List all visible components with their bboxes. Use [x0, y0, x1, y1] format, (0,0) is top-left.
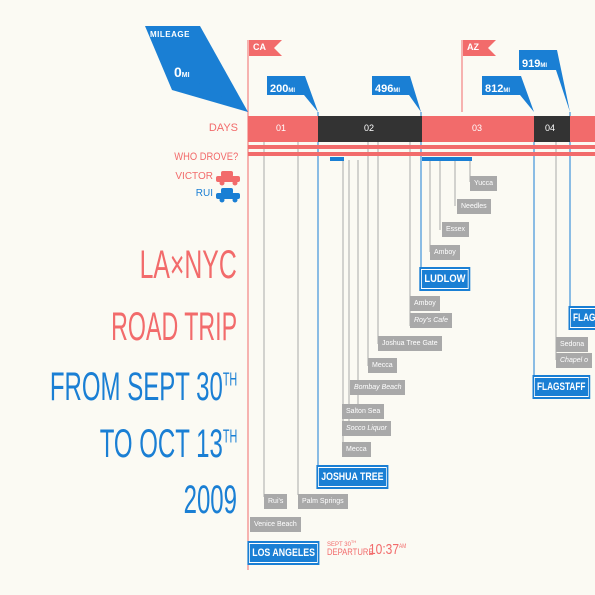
- who-drove-label: WHO DROVE?: [174, 151, 238, 163]
- victor-strip: [248, 145, 595, 149]
- victor-drive: [422, 152, 472, 156]
- departure-date-sup: TH: [350, 539, 357, 544]
- stop-tag: Salton Sea: [342, 404, 385, 419]
- stop-tag: Mecca: [342, 442, 371, 457]
- rui-drive: [422, 157, 472, 161]
- stop-tag: Amboy: [410, 296, 440, 311]
- city-flagstaff-cut: FLAGS: [568, 306, 595, 330]
- stop-tag: Bombay Beach: [350, 380, 406, 395]
- car-icon-victor: [216, 171, 240, 186]
- title-line-3: FROM SEPT 30TH: [50, 365, 237, 410]
- city-joshua-tree: JOSHUA TREE: [316, 465, 389, 489]
- victor-drive: [248, 152, 328, 156]
- mileage-value-banner: [160, 60, 248, 112]
- day-bar-01: [248, 116, 318, 142]
- title-line-3-sup: TH: [222, 369, 237, 390]
- mileage-flag-812: [482, 76, 534, 112]
- victor-drive: [328, 152, 422, 156]
- mileage-flag-496: [372, 76, 421, 112]
- stop-tag: Rui's: [264, 494, 288, 509]
- mileage-start: 0MI: [174, 64, 190, 82]
- mileage-start-value: 0: [174, 64, 182, 80]
- departure-ampm: AM: [399, 544, 407, 550]
- departure-date-text: SEPT 30: [327, 542, 351, 548]
- departure-date: SEPT 30TH: [327, 539, 356, 548]
- departure-time: 10:37AM: [369, 541, 406, 558]
- stop-tag: Essex: [442, 222, 470, 237]
- title-line-4-text: TO OCT 13: [99, 422, 223, 466]
- departure-time-text: 10:37: [369, 541, 400, 558]
- victor-label: VICTOR: [175, 171, 213, 182]
- stop-tag: Joshua Tree Gate: [378, 336, 442, 351]
- mileage-flag-label: 919MI: [522, 54, 547, 72]
- day-label: 02: [364, 123, 375, 133]
- city-ludlow: LUDLOW: [419, 267, 471, 291]
- title-line-5: 2009: [183, 478, 237, 522]
- day-label: 03: [472, 123, 483, 133]
- mileage-unit: MI: [540, 63, 548, 69]
- mileage-flag-label: 812MI: [485, 79, 510, 97]
- state-flag-label: CA: [253, 42, 266, 52]
- mileage-value: 200: [270, 83, 289, 95]
- stop-tag: Palm Springs: [298, 494, 348, 509]
- stop-tag: Venice Beach: [250, 517, 301, 532]
- title-line-4-sup: TH: [222, 426, 237, 447]
- mileage-flag-200: [267, 76, 318, 112]
- day-bar-03: [422, 116, 534, 142]
- mileage-value: 496: [375, 83, 394, 95]
- mileage-value: 812: [485, 83, 504, 95]
- title-line-4: TO OCT 13TH: [99, 422, 237, 467]
- mileage-flag-label: 496MI: [375, 79, 400, 97]
- state-flag-label: AZ: [467, 42, 479, 52]
- title-line-1: LA×NYC: [139, 243, 237, 287]
- victor-drive: [472, 152, 595, 156]
- departure-label: DEPARTURE: [327, 547, 374, 557]
- day-bar-02: [318, 116, 422, 142]
- state-flag-ca: [249, 40, 282, 56]
- state-flag-az: [463, 40, 496, 56]
- mileage-unit: MI: [288, 88, 296, 94]
- stop-tag: Amboy: [430, 245, 460, 260]
- stop-tag: Socco Liquor: [342, 421, 391, 436]
- stop-tag: Needles: [457, 199, 491, 214]
- title-line-2: ROAD TRIP: [111, 305, 237, 349]
- mileage-label: MILEAGE: [150, 30, 190, 39]
- mileage-value: 919: [522, 58, 541, 70]
- days-row-label: DAYS: [208, 122, 238, 134]
- title-line-3-text: FROM SEPT 30: [49, 365, 223, 409]
- stop-tag: Yucca: [470, 176, 498, 191]
- mileage-flag-919: [519, 50, 570, 112]
- car-icon-rui: [216, 188, 240, 203]
- stop-tag: Mecca: [368, 358, 397, 373]
- city-los-angeles: LOS ANGELES: [247, 541, 320, 565]
- stop-tag: Sedona: [556, 337, 589, 352]
- mileage-unit: MI: [503, 88, 511, 94]
- mileage-unit: MI: [393, 88, 401, 94]
- mileage-start-unit: MI: [181, 72, 190, 79]
- mileage-flag-label: 200MI: [270, 79, 295, 97]
- stop-tag: Roy's Cafe: [410, 313, 453, 328]
- stop-tag: Chapel o: [556, 353, 593, 368]
- rui-drive: [330, 157, 344, 161]
- city-flagstaff: FLAGSTAFF: [532, 375, 590, 399]
- day-bar-04: [534, 116, 570, 142]
- day-label: 01: [276, 123, 287, 133]
- rui-label: RUI: [195, 188, 213, 199]
- day-label: 04: [545, 123, 556, 133]
- day-bar-05: [570, 116, 595, 142]
